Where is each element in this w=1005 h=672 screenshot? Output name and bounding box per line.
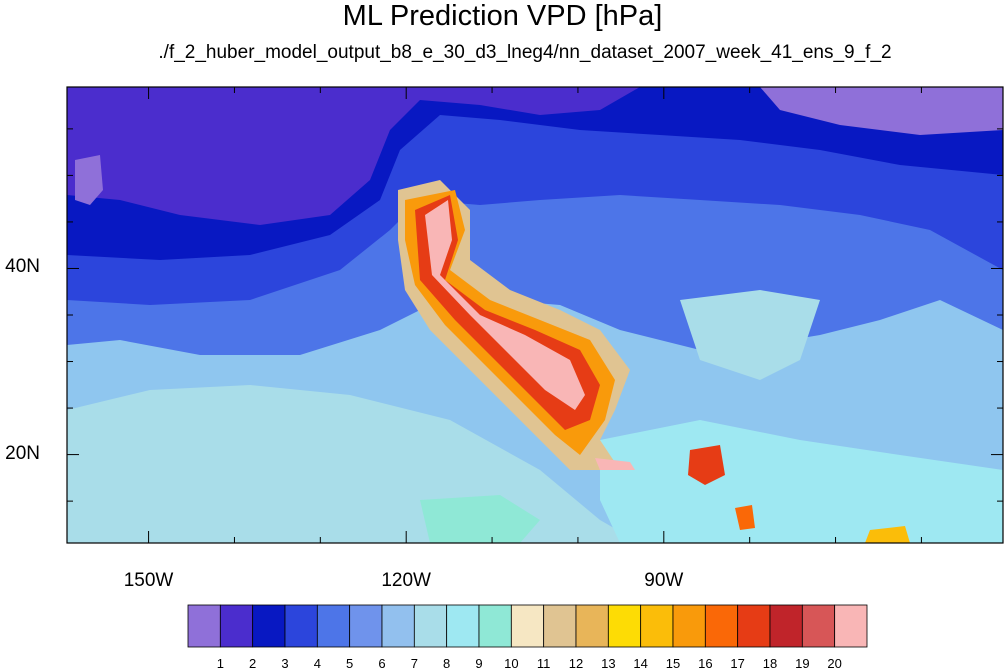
colorbar-tick-label: 15 xyxy=(665,656,681,671)
colorbar-tick-label: 1 xyxy=(216,656,224,671)
colorbar-swatch xyxy=(769,604,803,648)
colorbar-swatch xyxy=(834,604,868,648)
east-us-light xyxy=(680,290,820,380)
sa-coast-hotspot xyxy=(865,526,910,543)
colorbar xyxy=(187,604,868,648)
colorbar-swatch xyxy=(801,604,836,648)
pacific-teal-spot xyxy=(420,495,540,543)
lat-tick-label: 20N xyxy=(5,442,40,464)
lon-tick-label: 120W xyxy=(381,570,431,591)
colorbar-tick-label: 10 xyxy=(504,656,519,671)
lon-tick-label: 90W xyxy=(644,570,684,591)
colorbar-tick-label: 3 xyxy=(281,656,289,671)
colorbar-swatch xyxy=(672,604,706,648)
pacific-core xyxy=(67,87,640,225)
colorbar-tick-label: 9 xyxy=(475,656,483,671)
colorbar-tick-label: 2 xyxy=(249,656,257,671)
colorbar-tick-label: 4 xyxy=(313,656,321,671)
colorbar-swatch xyxy=(575,604,609,648)
colorbar-swatch xyxy=(737,604,771,648)
chart-title: ML Prediction VPD [hPa] xyxy=(342,0,663,32)
colorbar-tick-label: 20 xyxy=(827,656,842,671)
colorbar-tick-label: 14 xyxy=(633,656,648,671)
colorbar-swatch xyxy=(704,604,739,648)
west-dry-pink xyxy=(425,200,585,410)
colorbar-tick-label: 5 xyxy=(346,656,354,671)
colorbar-tick-label: 6 xyxy=(378,656,386,671)
colorbar-tick-label: 17 xyxy=(730,656,745,671)
colorbar-tick-label: 13 xyxy=(601,656,616,671)
colorbar-swatch xyxy=(381,604,415,648)
colorbar-swatch xyxy=(349,604,383,648)
colorbar-swatch xyxy=(252,604,286,648)
colorbar-swatch xyxy=(187,604,221,648)
colorbar-swatch xyxy=(510,604,545,648)
map-frame xyxy=(66,86,1004,544)
colorbar-swatch xyxy=(413,604,448,648)
colorbar-swatch xyxy=(219,604,254,648)
colorbar-swatch xyxy=(446,604,480,648)
colorbar-swatch xyxy=(543,604,577,648)
mexico-south-pink xyxy=(595,458,635,470)
colorbar-swatch xyxy=(640,604,674,648)
caribbean-hotspot xyxy=(735,505,755,530)
ne-canada-violet xyxy=(760,87,1003,135)
chart-subtitle: ./f_2_huber_model_output_b8_e_30_d3_lneg… xyxy=(158,42,892,63)
colorbar-swatch xyxy=(316,604,351,648)
colorbar-tick-label: 7 xyxy=(410,656,418,671)
nw-pacific-violet xyxy=(75,155,103,205)
central-america-hotspot xyxy=(688,445,725,485)
colorbar-tick-label: 19 xyxy=(795,656,810,671)
colorbar-tick-label: 8 xyxy=(443,656,451,671)
colorbar-tick-label: 12 xyxy=(568,656,584,671)
colorbar-swatch xyxy=(478,604,512,648)
colorbar-swatch xyxy=(607,604,642,648)
lat-tick-label: 40N xyxy=(5,256,40,278)
colorbar-tick-label: 18 xyxy=(762,656,778,671)
colorbar-swatch xyxy=(284,604,318,648)
colorbar-tick-label: 11 xyxy=(536,656,551,671)
lon-tick-label: 150W xyxy=(123,570,174,591)
colorbar-tick-label: 16 xyxy=(698,656,713,671)
